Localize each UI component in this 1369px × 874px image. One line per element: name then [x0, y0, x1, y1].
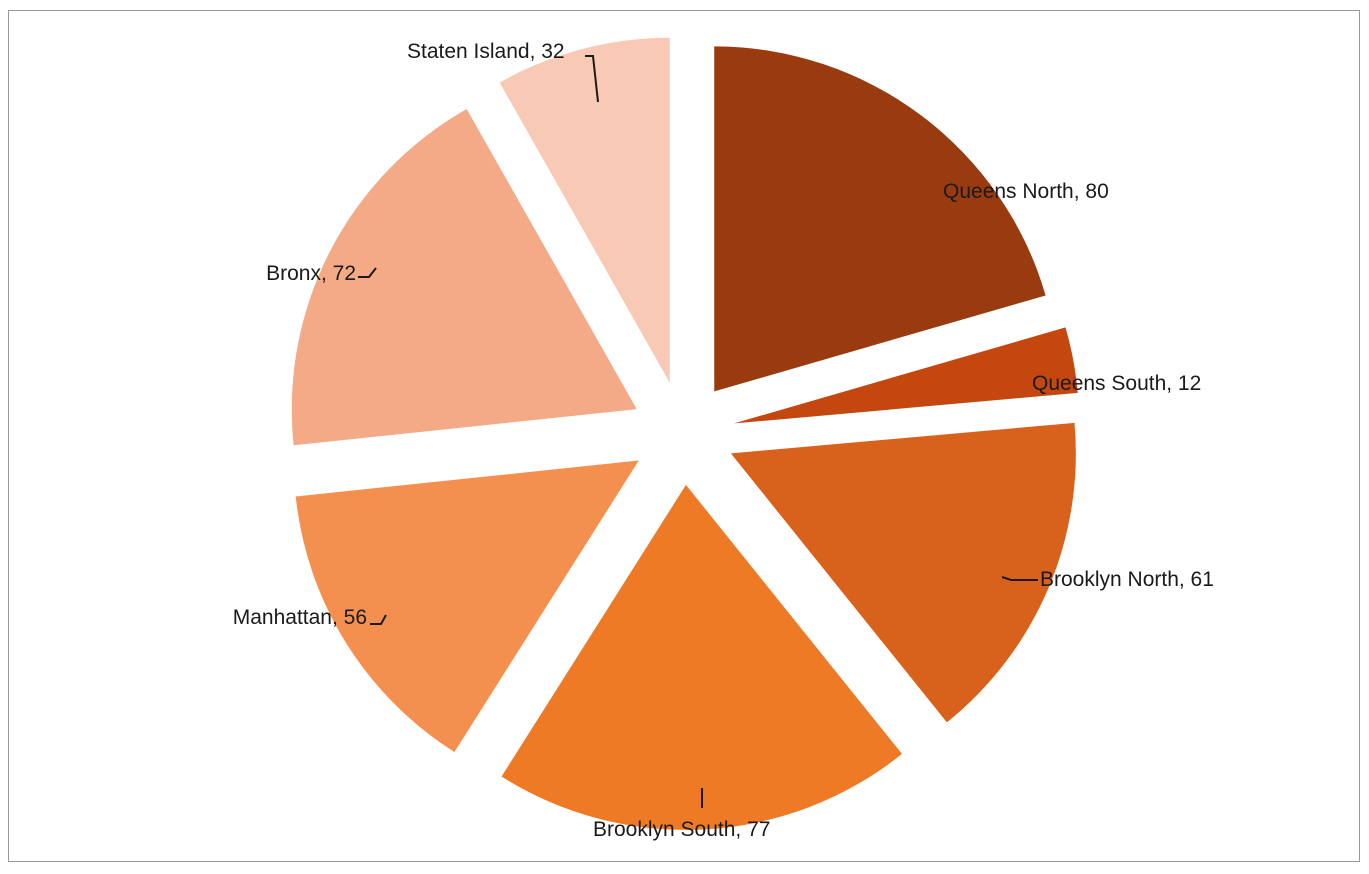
leader-line-brooklyn-north: [1001, 576, 1038, 581]
data-label-staten-island: Staten Island, 32: [407, 40, 565, 63]
data-label-brooklyn-south: Brooklyn South, 77: [593, 818, 770, 841]
pie-slice-staten-island: [499, 37, 670, 383]
pie-slice-manhattan: [295, 460, 639, 753]
leader-line-bronx: [358, 267, 377, 278]
data-label-queens-south: Queens South, 12: [1032, 372, 1201, 395]
leader-lines: [358, 55, 1038, 808]
pie-slice-queens-south: [734, 327, 1078, 424]
leader-line-staten-island: [585, 55, 599, 103]
pie-slice-brooklyn-south: [501, 484, 902, 830]
data-labels: Queens North, 80 Queens South, 12 Brookl…: [233, 40, 1214, 841]
leader-line-manhattan: [370, 614, 387, 625]
data-label-queens-north: Queens North, 80: [943, 180, 1109, 203]
pie-slices: [291, 37, 1078, 830]
data-label-brooklyn-north: Brooklyn North, 61: [1040, 568, 1214, 591]
data-label-manhattan: Manhattan, 56: [233, 606, 367, 629]
pie-slice-brooklyn-north: [730, 422, 1076, 723]
pie-slice-bronx: [291, 109, 637, 446]
pie-slice-queens-north: [714, 46, 1046, 392]
data-label-bronx: Bronx, 72: [266, 262, 356, 285]
